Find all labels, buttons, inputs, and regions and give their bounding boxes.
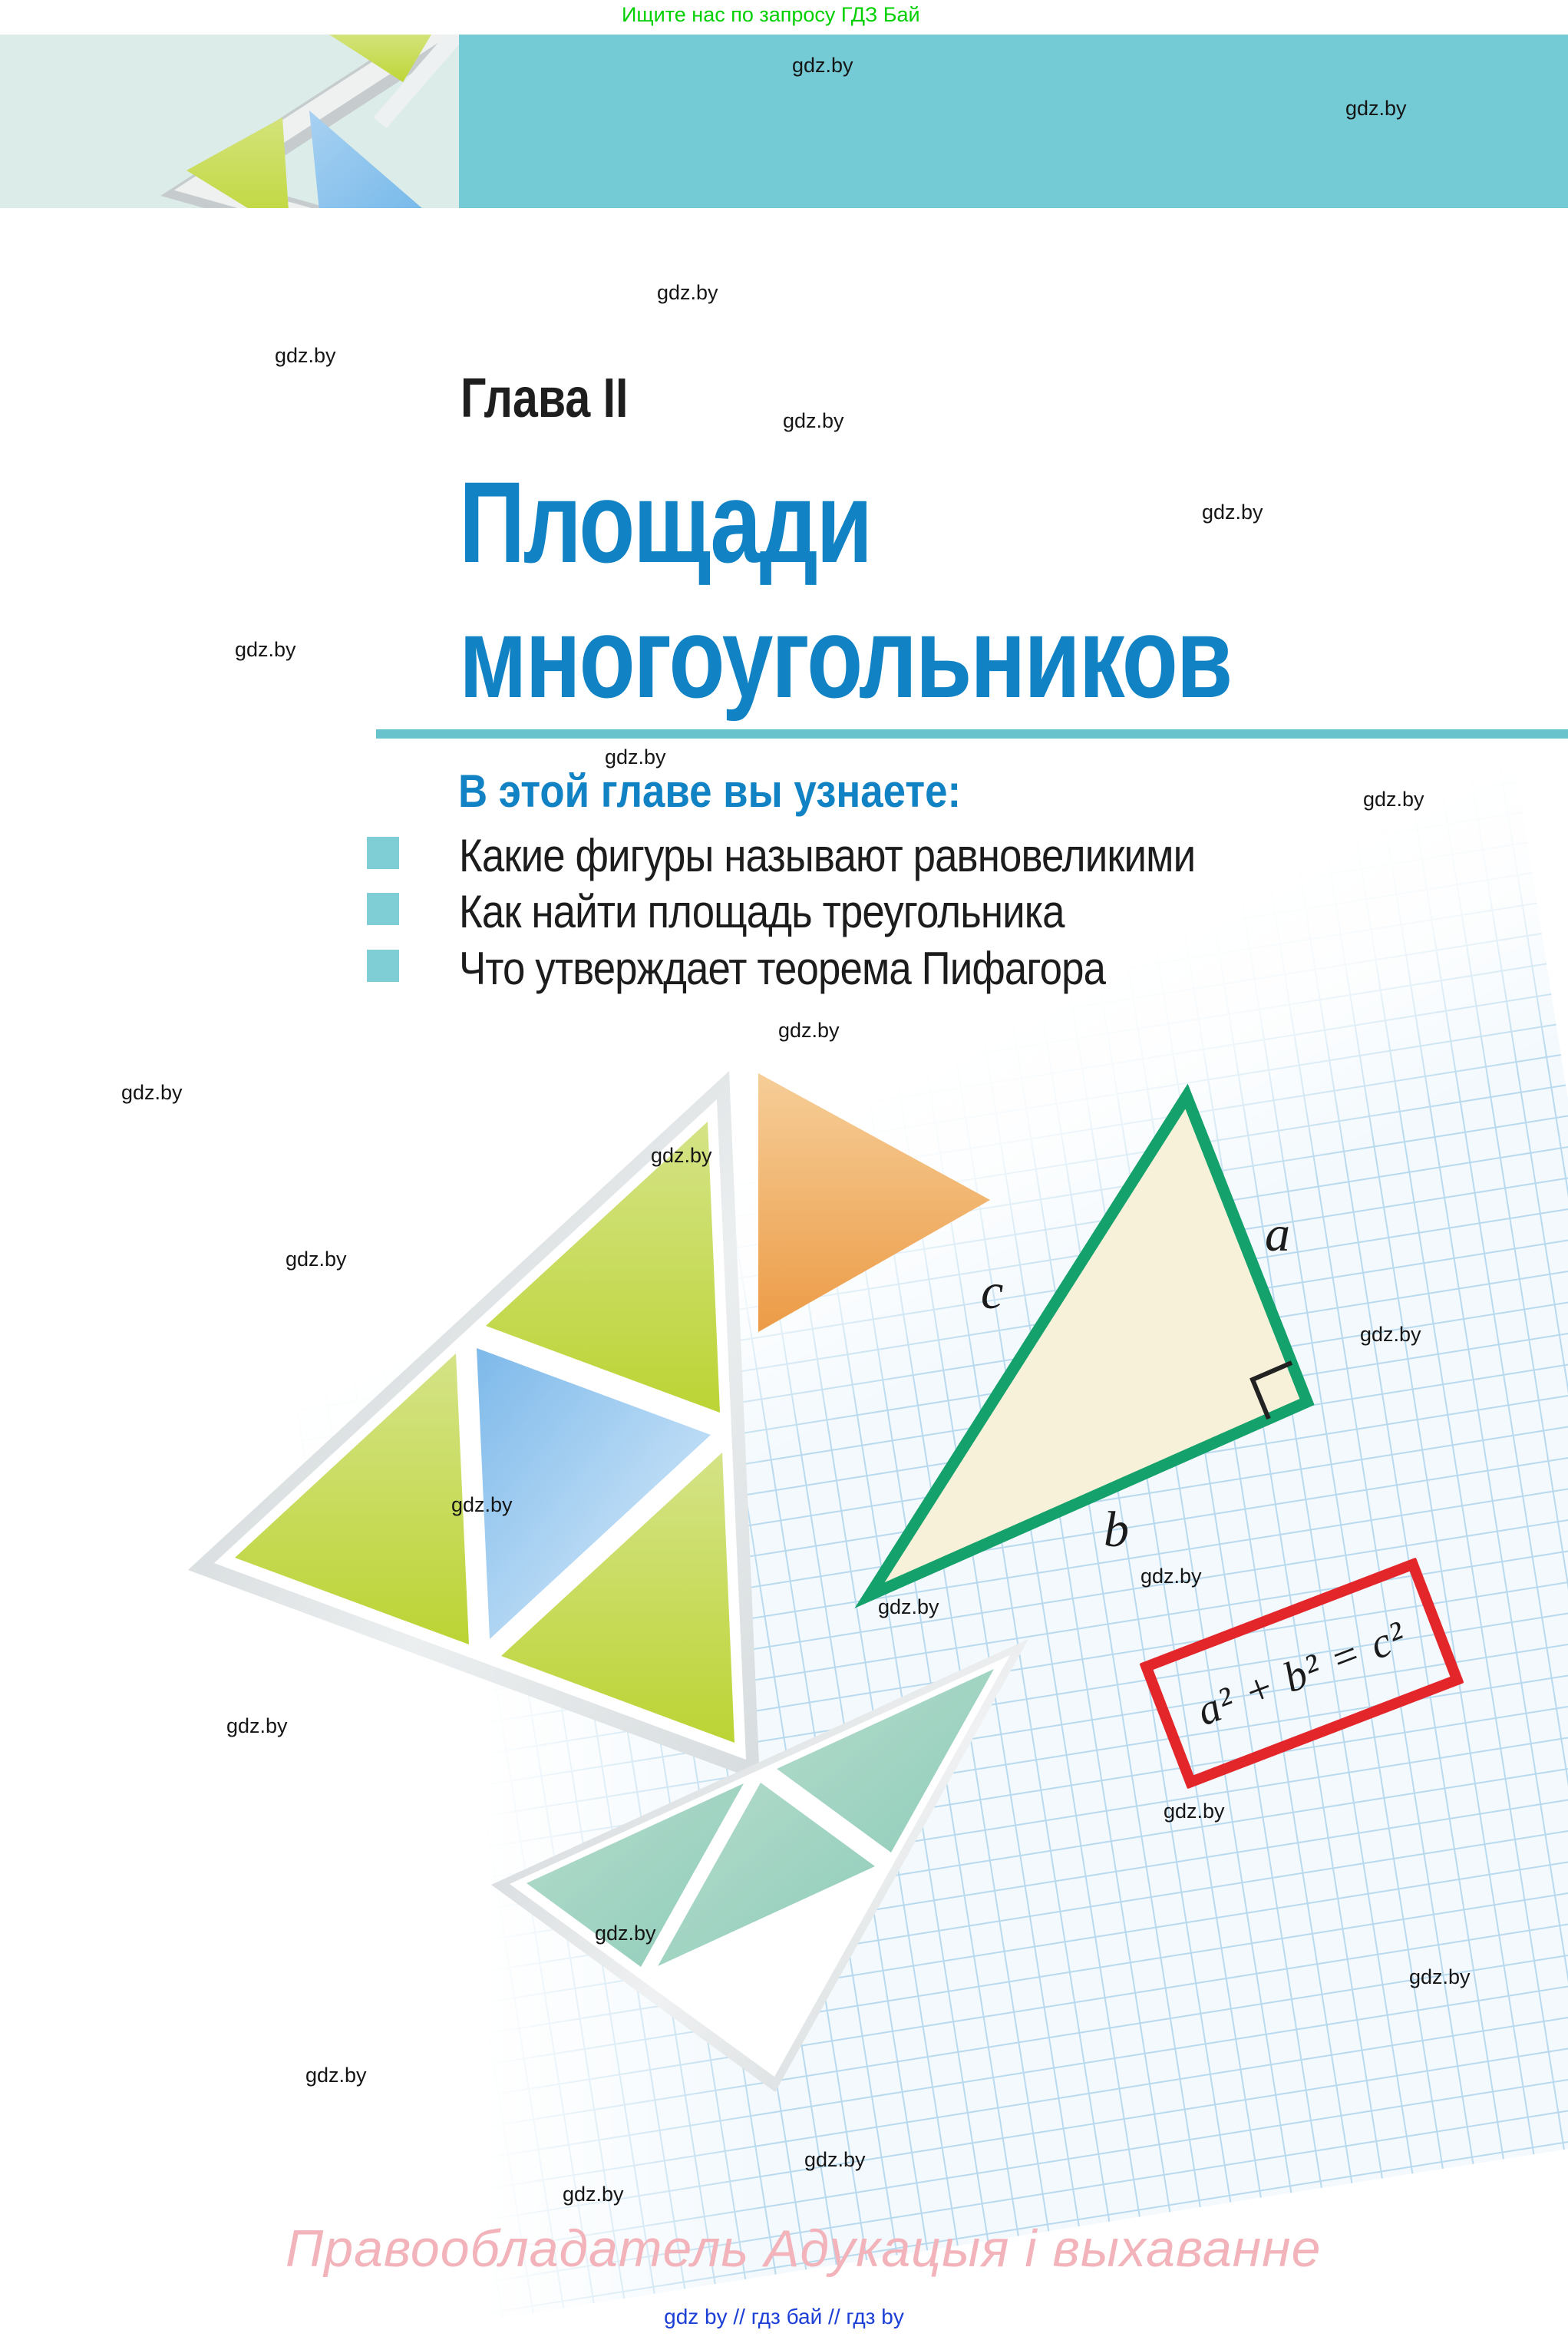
top-search-note: Ищите нас по запросу ГДЗ Бай [622,3,920,26]
watermark: gdz.by [1360,1323,1421,1346]
page-title: Площади многоугольников [459,454,1233,725]
watermark: gdz.by [595,1922,656,1945]
bullet-text: Что утверждает теорема Пифагора [459,943,1106,994]
bullet-text: Какие фигуры называют равновеликими [459,830,1196,881]
watermark: gdz.by [235,638,296,661]
left-triangle-logo-art [188,1071,760,1781]
watermark: gdz.by [1363,788,1424,811]
bottom-triangle-logo-art [491,1639,1028,2092]
watermark: gdz.by [657,281,718,304]
page-title-line1: Площади [459,458,873,587]
page-title-line2: многоугольников [459,593,1233,722]
watermark: gdz.by [778,1019,840,1042]
watermark: gdz.by [1345,97,1407,120]
watermark: gdz.by [1164,1800,1225,1823]
top-banner [0,35,1568,208]
triangle-side-b-label: b [1104,1502,1129,1558]
watermark: gdz.by [563,2183,624,2206]
watermark: gdz.by [305,2064,367,2087]
watermark: gdz.by [226,1714,288,1737]
watermark: gdz.by [651,1144,712,1167]
divider-rule [376,729,1568,739]
watermark: gdz.by [286,1248,347,1271]
banner-teal-block [459,35,1568,208]
watermark: gdz.by [275,344,336,367]
banner-decoration-panel [0,35,459,208]
bullet-square-icon [367,950,399,982]
bullet-square-icon [367,837,399,869]
chapter-label: Глава II [460,368,629,429]
bullet-text: Как найти площадь треугольника [459,886,1065,937]
copyright-notice: Правообладатель Адукацыя і выхаванне [286,2219,1322,2278]
watermark: gdz.by [605,745,666,768]
intro-heading: В этой главе вы узнаете: [458,765,962,817]
watermark: gdz.by [121,1081,183,1104]
watermark: gdz.by [804,2148,866,2171]
triangle-side-a-label: a [1265,1206,1290,1262]
watermark: gdz.by [1202,501,1263,524]
watermark: gdz.by [878,1595,939,1618]
footer-links: gdz by // гдз бай // гдз by [664,2305,904,2328]
watermark: gdz.by [792,54,853,77]
watermark: gdz.by [451,1493,513,1516]
triangle-side-c-label: c [981,1264,1004,1320]
bullet-square-icon [367,893,399,925]
watermark: gdz.by [1141,1565,1202,1588]
banner-triangles-art [0,35,459,208]
watermark: gdz.by [783,409,844,432]
watermark: gdz.by [1409,1965,1471,1988]
right-triangle-figure [854,1083,1315,1608]
